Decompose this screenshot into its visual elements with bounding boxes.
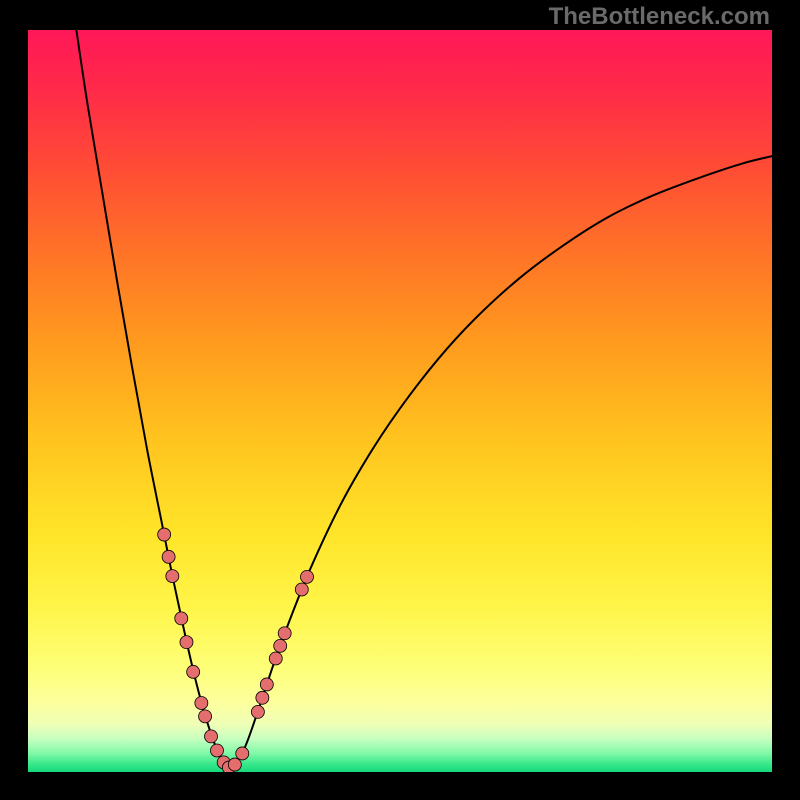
data-marker xyxy=(260,678,273,691)
chart-svg xyxy=(28,30,772,772)
data-marker xyxy=(180,636,193,649)
gradient-background xyxy=(28,30,772,772)
data-marker xyxy=(274,639,287,652)
data-marker xyxy=(236,747,249,760)
data-marker xyxy=(175,612,188,625)
watermark-text: TheBottleneck.com xyxy=(549,3,770,31)
data-marker xyxy=(205,730,218,743)
data-marker xyxy=(251,705,264,718)
data-marker xyxy=(187,665,200,678)
data-marker xyxy=(162,550,175,563)
data-marker xyxy=(269,652,282,665)
data-marker xyxy=(210,744,223,757)
data-marker xyxy=(228,758,241,771)
data-marker xyxy=(301,570,314,583)
data-marker xyxy=(195,696,208,709)
data-marker xyxy=(278,627,291,640)
data-marker xyxy=(295,583,308,596)
data-marker xyxy=(199,710,212,723)
data-marker xyxy=(158,528,171,541)
data-marker xyxy=(166,570,179,583)
chart-root: TheBottleneck.com xyxy=(0,0,800,800)
plot-area xyxy=(28,30,772,772)
data-marker xyxy=(256,691,269,704)
